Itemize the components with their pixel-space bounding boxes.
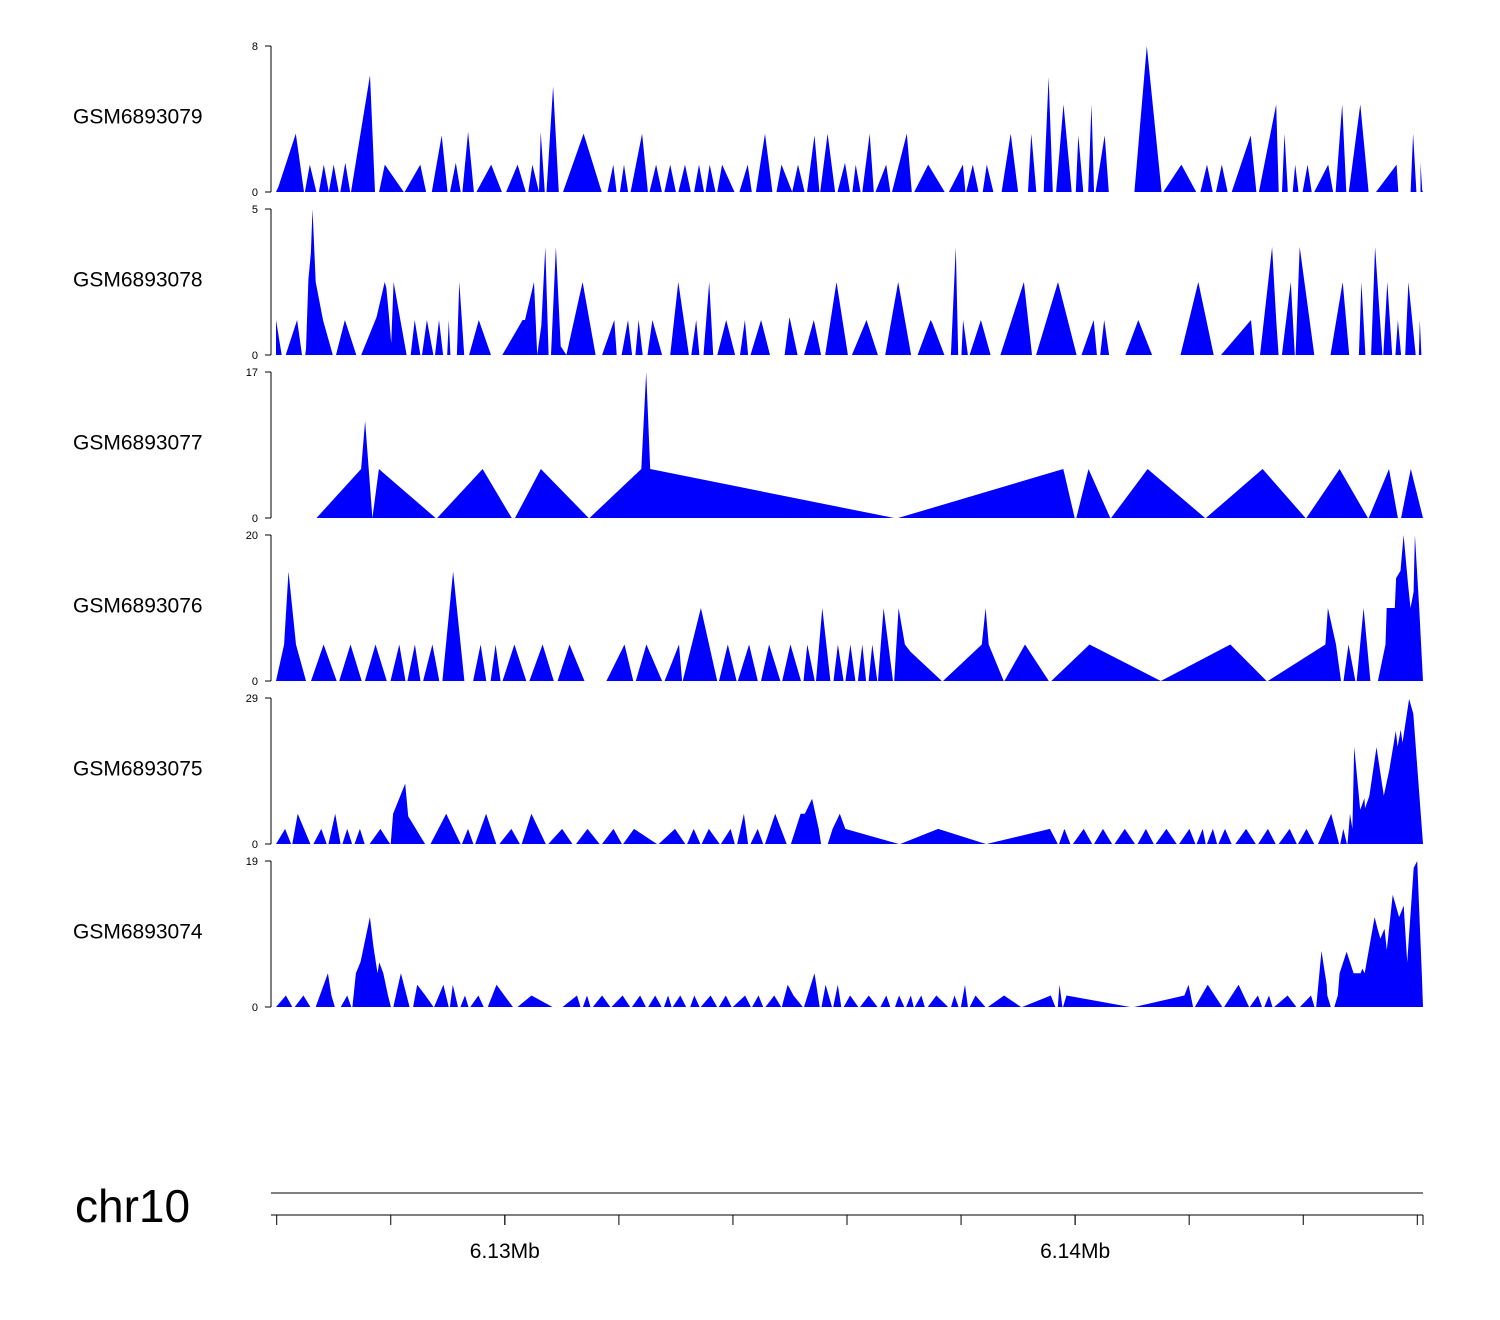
track-label: GSM6893077: [73, 431, 203, 454]
axis-tick-label: 6.13Mb: [470, 1240, 540, 1263]
track-GSM6893077: GSM6893077 17 0: [73, 367, 1423, 525]
coverage-area: [276, 861, 1423, 1007]
y-axis-min-label: 0: [252, 1002, 258, 1014]
y-axis-min-label: 0: [252, 350, 258, 362]
coverage-area: [276, 535, 1423, 681]
y-axis-max-label: 8: [252, 41, 258, 53]
coverage-area: [276, 46, 1423, 192]
y-axis-max-label: 20: [246, 530, 258, 542]
y-axis-min-label: 0: [252, 676, 258, 688]
track-GSM6893076: GSM6893076 20 0: [73, 530, 1423, 688]
data-tracks: GSM689307980GSM689307850GSM6893077170GSM…: [73, 41, 1423, 1014]
coverage-area: [316, 372, 1423, 518]
track-label: GSM6893074: [73, 920, 203, 943]
y-axis-max-label: 19: [246, 856, 258, 868]
y-axis-max-label: 29: [246, 693, 258, 705]
y-axis-max-label: 17: [246, 367, 258, 379]
track-GSM6893078: GSM6893078 5 0: [73, 204, 1423, 362]
y-axis-min-label: 0: [252, 839, 258, 851]
track-GSM6893079: GSM6893079 8 0: [73, 41, 1423, 199]
track-GSM6893074: GSM6893074 19 0: [73, 856, 1423, 1014]
track-GSM6893075: GSM6893075 29 0: [73, 693, 1423, 851]
y-axis-max-label: 5: [252, 204, 258, 216]
coverage-area: [276, 699, 1423, 844]
genome-axis: chr10 6.13Mb 6.14Mb: [75, 1180, 1424, 1263]
track-label: GSM6893079: [73, 105, 203, 128]
y-axis-min-label: 0: [252, 513, 258, 525]
track-label: GSM6893078: [73, 268, 203, 291]
chromosome-label: chr10: [75, 1180, 190, 1232]
coverage-area: [276, 209, 1423, 355]
y-axis-min-label: 0: [252, 187, 258, 199]
track-label: GSM6893075: [73, 757, 203, 780]
axis-tick-label: 6.14Mb: [1040, 1240, 1110, 1263]
track-label: GSM6893076: [73, 594, 203, 617]
axis-ticks: 6.13Mb 6.14Mb: [276, 1215, 1418, 1263]
